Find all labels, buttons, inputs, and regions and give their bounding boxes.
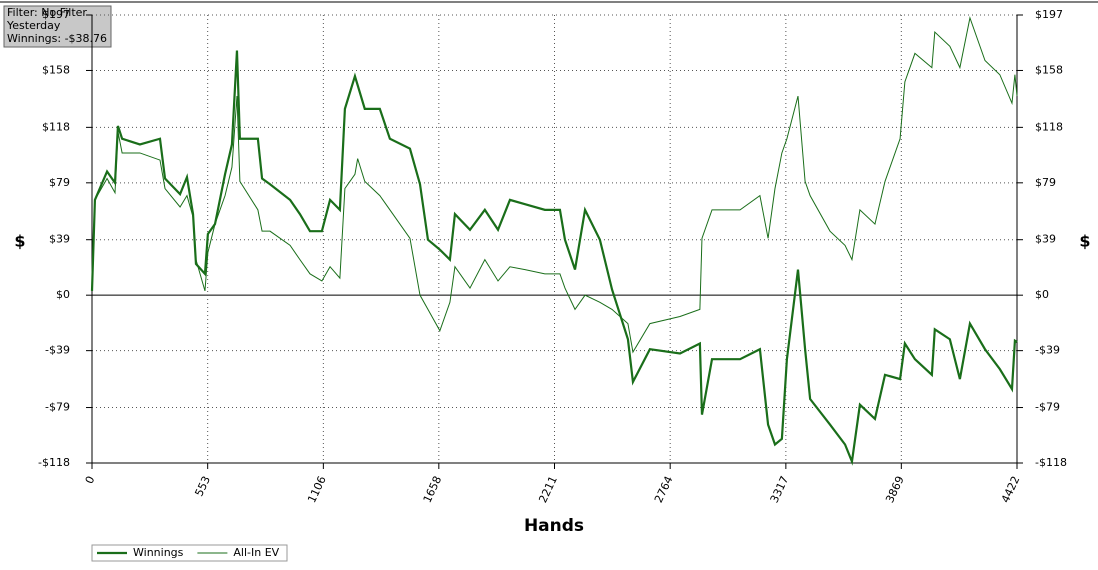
y-tick-label: $79 <box>49 176 70 189</box>
y-tick-label: -$39 <box>45 344 70 357</box>
x-tick-label: 1106 <box>305 474 329 505</box>
y2-tick-label: -$79 <box>1035 401 1060 414</box>
y2-tick-label: -$118 <box>1035 456 1067 469</box>
x-tick-label: 553 <box>192 474 213 499</box>
info-line: Filter: No Filter <box>7 6 87 19</box>
x-tick-label: 2764 <box>652 474 676 505</box>
y-tick-label: -$118 <box>38 456 70 469</box>
x-tick-label: 1658 <box>421 474 445 505</box>
y2-axis-label: $ <box>1079 232 1090 251</box>
y-tick-label: $197 <box>42 8 70 21</box>
x-tick-label: 4422 <box>999 474 1023 505</box>
y-axis-label: $ <box>14 232 25 251</box>
info-line: Yesterday <box>6 19 61 32</box>
legend: Winnings All-In EV <box>91 544 288 562</box>
y2-tick-label: $79 <box>1035 176 1056 189</box>
legend-label: Winnings <box>133 546 184 559</box>
y-tick-label: -$79 <box>45 401 70 414</box>
series-line <box>91 15 1018 354</box>
y2-tick-label: $118 <box>1035 120 1063 133</box>
y-tick-label: $39 <box>49 233 70 246</box>
y2-tick-label: $0 <box>1035 288 1049 301</box>
y2-tick-label: $39 <box>1035 233 1056 246</box>
x-tick-label: 3869 <box>883 474 907 505</box>
info-box-bg <box>3 5 112 48</box>
x-tick-label: 0 <box>83 474 98 486</box>
y-tick-label: $0 <box>56 288 70 301</box>
y-tick-label: $118 <box>42 120 70 133</box>
x-tick-label: 3317 <box>768 474 792 505</box>
y2-tick-label: -$39 <box>1035 344 1060 357</box>
y2-tick-label: $197 <box>1035 8 1063 21</box>
series-line <box>90 50 1018 466</box>
info-box: Filter: No Filter Yesterday Winnings: -$… <box>3 5 112 48</box>
info-line: Winnings: -$38.76 <box>7 32 107 45</box>
y-tick-label: $158 <box>42 63 70 76</box>
legend-label: All-In EV <box>233 546 279 559</box>
x-axis-label: Hands <box>524 516 584 536</box>
legend-box <box>91 544 288 562</box>
x-tick-label: 2211 <box>536 474 560 505</box>
y2-tick-label: $158 <box>1035 63 1063 76</box>
